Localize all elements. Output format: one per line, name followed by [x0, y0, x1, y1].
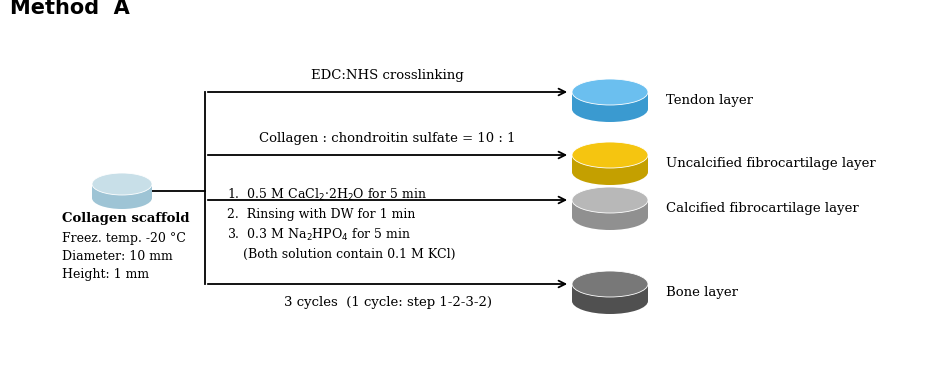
Ellipse shape	[92, 173, 152, 195]
Text: 3 cycles  (1 cycle: step 1-2-3-2): 3 cycles (1 cycle: step 1-2-3-2)	[284, 296, 491, 309]
Text: Method  A: Method A	[10, 0, 130, 18]
Ellipse shape	[572, 187, 648, 213]
Ellipse shape	[572, 142, 648, 168]
Text: Collagen scaffold: Collagen scaffold	[62, 212, 190, 225]
Polygon shape	[572, 155, 648, 172]
Ellipse shape	[572, 204, 648, 230]
Text: 1.  0.5 M CaCl$_2$·2H$_2$O for 5 min
2.  Rinsing with DW for 1 min
3.  0.3 M Na$: 1. 0.5 M CaCl$_2$·2H$_2$O for 5 min 2. R…	[227, 187, 456, 261]
Ellipse shape	[572, 271, 648, 297]
Polygon shape	[572, 284, 648, 301]
Polygon shape	[572, 200, 648, 217]
Text: Freez. temp. -20 °C
Diameter: 10 mm
Height: 1 mm: Freez. temp. -20 °C Diameter: 10 mm Heig…	[62, 232, 186, 281]
Text: Calcified fibrocartilage layer: Calcified fibrocartilage layer	[666, 202, 858, 215]
Ellipse shape	[572, 79, 648, 105]
Polygon shape	[92, 184, 152, 198]
Polygon shape	[572, 92, 648, 109]
Text: Collagen : chondroitin sulfate = 10 : 1: Collagen : chondroitin sulfate = 10 : 1	[260, 132, 516, 145]
Ellipse shape	[572, 288, 648, 314]
Text: Bone layer: Bone layer	[666, 286, 738, 299]
Text: Uncalcified fibrocartilage layer: Uncalcified fibrocartilage layer	[666, 157, 876, 170]
Ellipse shape	[92, 187, 152, 209]
Text: EDC:NHS crosslinking: EDC:NHS crosslinking	[311, 69, 464, 82]
Text: Tendon layer: Tendon layer	[666, 94, 753, 107]
Ellipse shape	[572, 96, 648, 122]
Ellipse shape	[572, 159, 648, 185]
